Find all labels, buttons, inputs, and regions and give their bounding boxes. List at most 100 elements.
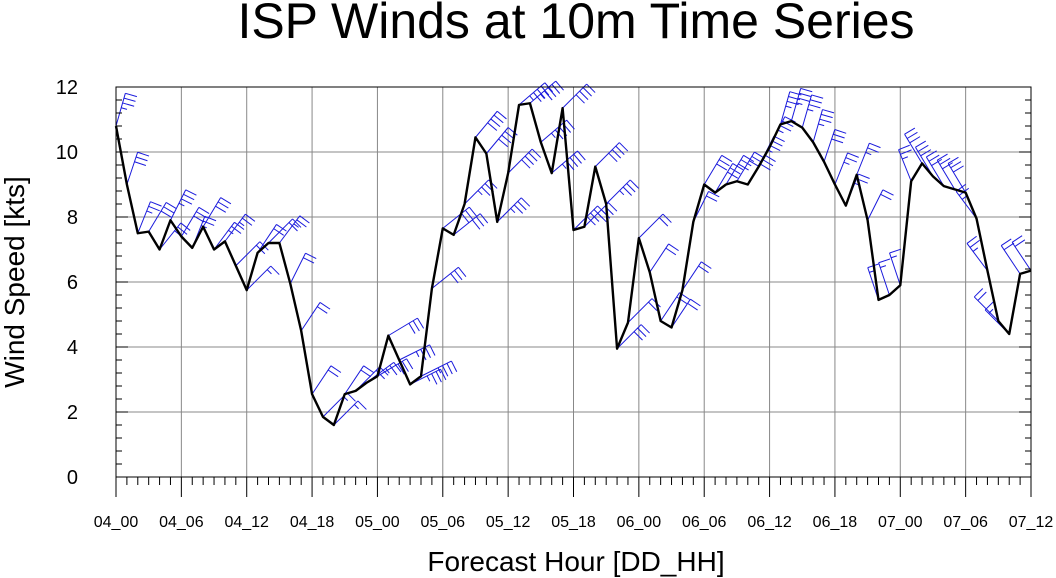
wind-barb-staff (475, 110, 498, 138)
wind-barb-staff (529, 80, 557, 104)
wind-barb-feather (640, 324, 650, 334)
wind-barb-feather (939, 157, 951, 165)
wind-barb-staff (889, 252, 901, 286)
x-tick-label: 04_18 (290, 514, 335, 531)
wind-barb-staff (605, 179, 631, 205)
wind-barb-feather (847, 152, 859, 158)
wind-barb-staff (257, 224, 277, 254)
wind-barb-half-feather (178, 202, 185, 207)
wind-barb-feather (521, 159, 531, 169)
wind-barb-feather (431, 373, 438, 385)
wind-barb-feather (690, 298, 701, 307)
wind-barb-feather (811, 94, 824, 99)
wind-barb-feather (966, 235, 977, 244)
wind-barb-feather (566, 119, 575, 130)
wind-barb-feather (579, 90, 589, 100)
wind-barb-feather (718, 159, 730, 167)
wind-barb-staff (278, 215, 301, 244)
wind-barb-staff (898, 149, 912, 182)
wind-barb-staff (1011, 242, 1032, 271)
wind-barb-feather (904, 127, 916, 135)
wind-barb-feather (360, 369, 372, 378)
wind-barb-feather (762, 159, 774, 167)
wind-barb-staff (616, 324, 642, 349)
wind-barb-feather (780, 125, 792, 132)
wind-barb-staff (947, 163, 967, 193)
y-tick-label: 8 (67, 207, 78, 229)
x-tick-label: 06_12 (747, 514, 792, 531)
wind-barb-staff (333, 400, 359, 426)
y-axis-label: Wind Speed [kts] (0, 176, 30, 388)
wind-barb-feather (732, 163, 744, 171)
wind-barb-feather (276, 224, 287, 232)
wind-barb-feather (1011, 235, 1023, 243)
wind-barb-staff (311, 365, 332, 395)
wind-barb-feather (569, 157, 579, 167)
wind-barb-staff (627, 298, 653, 323)
wind-barb-feather (878, 258, 891, 264)
wind-barb-feather (424, 346, 431, 358)
x-tick-label: 05_06 (421, 514, 466, 531)
y-tick-label: 0 (67, 467, 78, 489)
wind-barb-staff (790, 88, 802, 122)
wind-barb-staff (420, 360, 452, 377)
wind-barb-feather (953, 165, 964, 173)
wind-barb-feather (977, 291, 987, 301)
wind-barb-feather (608, 202, 618, 212)
wind-barb-feather (618, 142, 629, 152)
wind-barb-feather (575, 94, 585, 104)
wind-barb-staff (925, 156, 945, 187)
wind-barb-feather (319, 302, 331, 310)
wind-barb-feather (270, 265, 280, 275)
wind-barb-feather (185, 189, 197, 196)
wind-barb-staff (562, 83, 588, 109)
wind-barb-staff (638, 213, 664, 239)
wind-barb-feather (573, 153, 582, 164)
wind-barb-half-feather (818, 123, 825, 127)
wind-barb-staff (823, 129, 836, 162)
wind-barb-half-feather (807, 108, 814, 112)
wind-barb-feather (496, 110, 507, 120)
wind-barb-feather (303, 257, 315, 264)
wind-barb-feather (487, 122, 498, 131)
wind-barb-feather (204, 215, 217, 222)
x-tick-label: 07_06 (943, 514, 988, 531)
wind-barb-feather (822, 109, 835, 114)
wind-barb-feather (738, 163, 749, 171)
chart-title: ISP Winds at 10m Time Series (237, 0, 914, 49)
wind-barb-feather (408, 323, 416, 334)
wind-barb-staff (936, 159, 956, 190)
y-tick-label: 10 (56, 142, 78, 164)
wind-barb-half-feather (865, 152, 872, 156)
wind-barb-feather (831, 138, 844, 144)
wind-barb-feather (633, 331, 643, 341)
wind-barb-feather (468, 206, 478, 217)
wind-barb-feather (882, 189, 894, 196)
wind-barbs (115, 80, 1032, 426)
wind-barb-staff (801, 94, 813, 128)
wind-barb-feather (668, 243, 679, 252)
wind-barb-feather (590, 212, 600, 222)
wind-barb-feather (288, 222, 298, 232)
wind-barb-feather (900, 149, 912, 155)
x-tick-label: 05_18 (551, 514, 596, 531)
wind-barb-feather (440, 368, 447, 381)
wind-barb-feather (906, 131, 918, 139)
wind-barb-feather (305, 252, 317, 260)
wind-barb-feather (389, 365, 398, 376)
wind-barb-staff (1000, 245, 1021, 275)
wind-barb-feather (577, 150, 586, 161)
wind-barb-feather (622, 186, 632, 196)
wind-barb-feather (706, 195, 718, 202)
wind-barb-half-feather (796, 102, 803, 105)
wind-barb-feather (969, 239, 980, 248)
wind-barb-feather (450, 360, 458, 373)
wind-barb-feather (180, 198, 193, 205)
wind-barb-half-feather (415, 351, 420, 358)
wind-barb-feather (490, 118, 501, 128)
wind-barb-feather (759, 163, 771, 171)
wind-barb-half-feather (777, 129, 784, 134)
wind-barb-staff (551, 150, 578, 174)
wind-barb-staff (148, 202, 167, 232)
